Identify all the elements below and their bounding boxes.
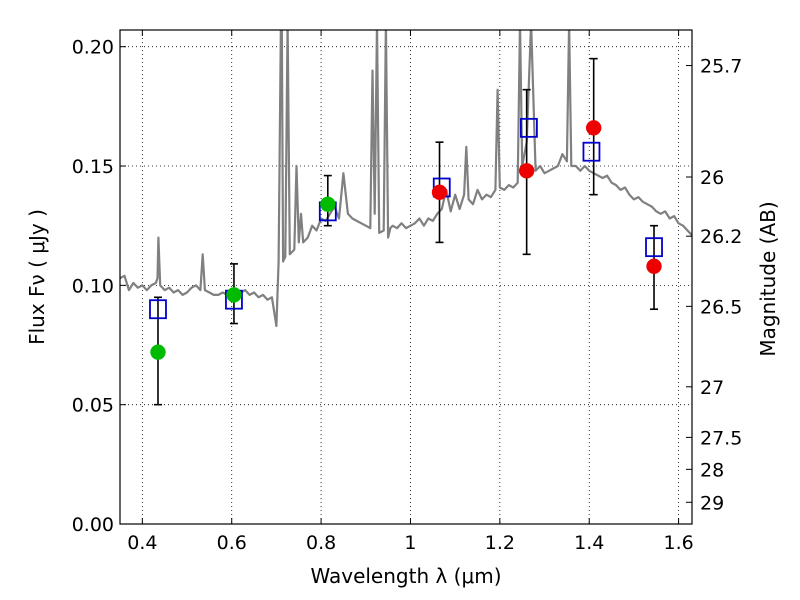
x-tick-label: 1 bbox=[404, 532, 416, 554]
x-tick-label: 1.2 bbox=[485, 532, 515, 554]
x-tick-label: 0.8 bbox=[306, 532, 336, 554]
x-tick-label: 0.4 bbox=[127, 532, 157, 554]
right-tick-label: 26.2 bbox=[700, 226, 742, 248]
right-tick-label: 26.5 bbox=[700, 296, 742, 318]
observed-point bbox=[226, 287, 242, 303]
marker-group bbox=[149, 117, 663, 360]
y-tick-label: 0.15 bbox=[72, 156, 114, 178]
observed-point bbox=[320, 196, 336, 212]
y-axis-title: Flux Fν ( μJy ) bbox=[25, 209, 49, 345]
right-tick-label: 28 bbox=[700, 459, 724, 481]
model-photometry-square bbox=[149, 299, 167, 320]
model-photometry-square bbox=[582, 141, 601, 162]
x-tick-label: 0.6 bbox=[217, 532, 247, 554]
right-tick-label: 25.7 bbox=[700, 56, 742, 78]
right-tick-label: 27.5 bbox=[700, 427, 742, 449]
right-tick-label: 27 bbox=[700, 377, 724, 399]
right-axis-title: Magnitude (AB) bbox=[756, 201, 780, 356]
y-tick-label: 0.00 bbox=[72, 514, 114, 536]
observed-point bbox=[585, 120, 602, 136]
y-tick-label: 0.10 bbox=[72, 275, 114, 297]
y-axis: 0.00 0.05 0.10 0.15 0.20 bbox=[72, 37, 126, 536]
observed-point bbox=[646, 258, 662, 275]
x-axis-title: Wavelength λ (μm) bbox=[310, 564, 501, 588]
x-axis: 0.4 0.6 0.8 1 1.2 1.4 1.6 bbox=[127, 30, 694, 554]
right-tick-label: 29 bbox=[700, 492, 724, 514]
model-photometry-square bbox=[519, 117, 538, 138]
observed-point bbox=[150, 344, 166, 360]
y-tick-label: 0.05 bbox=[72, 395, 114, 417]
right-tick-label: 26 bbox=[700, 167, 724, 189]
x-tick-label: 1.6 bbox=[663, 532, 693, 554]
x-tick-label: 1.4 bbox=[574, 532, 604, 554]
model-photometry-square bbox=[645, 237, 663, 258]
observed-point bbox=[518, 163, 535, 179]
model-spectrum-line bbox=[120, 30, 692, 327]
right-magnitude-axis: 25.7 26 26.2 26.5 27 27.5 28 29 bbox=[686, 56, 742, 514]
model-spectrum-group bbox=[120, 30, 692, 327]
plot-frame bbox=[119, 29, 693, 525]
y-tick-label: 0.20 bbox=[72, 37, 114, 59]
observed-point bbox=[431, 184, 448, 201]
